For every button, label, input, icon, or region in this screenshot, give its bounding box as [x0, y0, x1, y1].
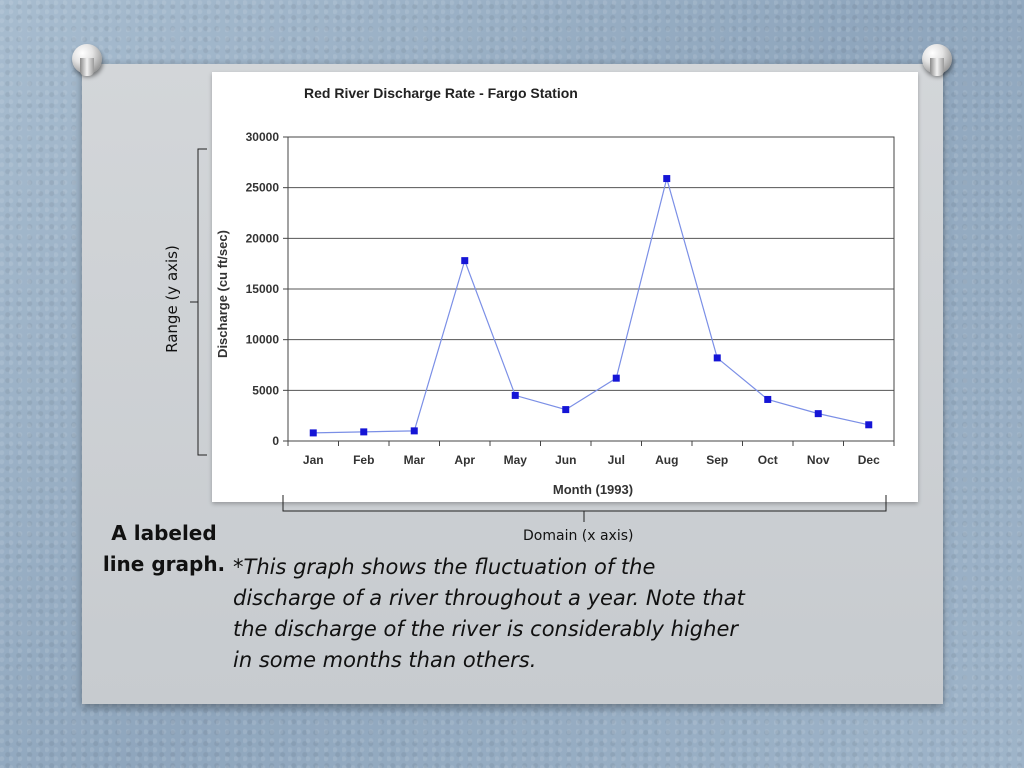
x-tick-label: Nov [807, 453, 830, 467]
caption-text: *This graph shows the fluctuation of the… [233, 555, 745, 672]
data-point [511, 391, 519, 399]
data-point [865, 421, 873, 429]
range-annotation: Range (y axis) [163, 245, 181, 353]
x-tick-label: Aug [655, 453, 678, 467]
x-tick-label: Feb [353, 453, 374, 467]
data-points [309, 175, 873, 437]
y-tick-label: 20000 [246, 231, 280, 245]
data-point [410, 427, 418, 435]
data-point [612, 374, 620, 382]
x-tick-label: May [504, 453, 528, 467]
pushpin-icon-right [922, 44, 952, 76]
data-point [814, 410, 822, 418]
domain-annotation: Domain (x axis) [523, 528, 634, 544]
y-tick-label: 30000 [246, 130, 280, 144]
y-tick-label: 15000 [246, 282, 280, 296]
y-tick-label: 5000 [252, 383, 279, 397]
y-axis-label: Discharge (cu ft/sec) [215, 230, 230, 358]
y-tick-label: 10000 [246, 333, 280, 347]
x-tick-label: Mar [404, 453, 426, 467]
x-tick-label: Apr [454, 453, 475, 467]
data-point [764, 395, 772, 403]
plot-frame [287, 136, 895, 442]
chart-card: Red River Discharge Rate - Fargo Station… [212, 72, 918, 502]
line-chart: Red River Discharge Rate - Fargo Station… [215, 85, 895, 497]
data-point [713, 354, 721, 362]
data-point [663, 175, 671, 183]
data-point [461, 257, 469, 265]
data-point [562, 406, 570, 414]
series-line [313, 176, 869, 434]
data-point [309, 429, 317, 437]
x-tick-label: Sep [706, 453, 728, 467]
chart-title: Red River Discharge Rate - Fargo Station [304, 85, 578, 101]
x-tick-label: Jul [608, 453, 625, 467]
x-tick-label: Dec [858, 453, 880, 467]
x-tick-label: Oct [758, 453, 778, 467]
x-ticks: Jan Feb Mar Apr May Jun Jul Aug Sep Oct Nov Dec [287, 441, 895, 467]
y-tick-label: 25000 [246, 181, 280, 195]
caption-title: A labeled line graph. [102, 521, 226, 576]
gridlines [288, 136, 894, 442]
x-tick-label: Jun [555, 453, 576, 467]
x-axis-label: Month (1993) [553, 482, 633, 497]
pushpin-icon-left [72, 44, 102, 76]
x-tick-label: Jan [303, 453, 324, 467]
y-tick-label: 0 [272, 434, 279, 448]
y-ticks: 0 5000 10000 15000 20000 25000 30000 [246, 130, 288, 448]
data-point [360, 428, 368, 436]
